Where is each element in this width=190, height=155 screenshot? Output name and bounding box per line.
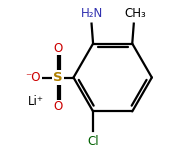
Text: CH₃: CH₃ (124, 7, 146, 20)
Text: S: S (53, 71, 63, 84)
Text: O: O (54, 42, 63, 55)
Text: Li⁺: Li⁺ (28, 95, 44, 108)
Text: O: O (54, 100, 63, 113)
Text: ⁻O: ⁻O (25, 71, 41, 84)
Text: Cl: Cl (87, 135, 99, 148)
Text: H₂N: H₂N (80, 7, 103, 20)
